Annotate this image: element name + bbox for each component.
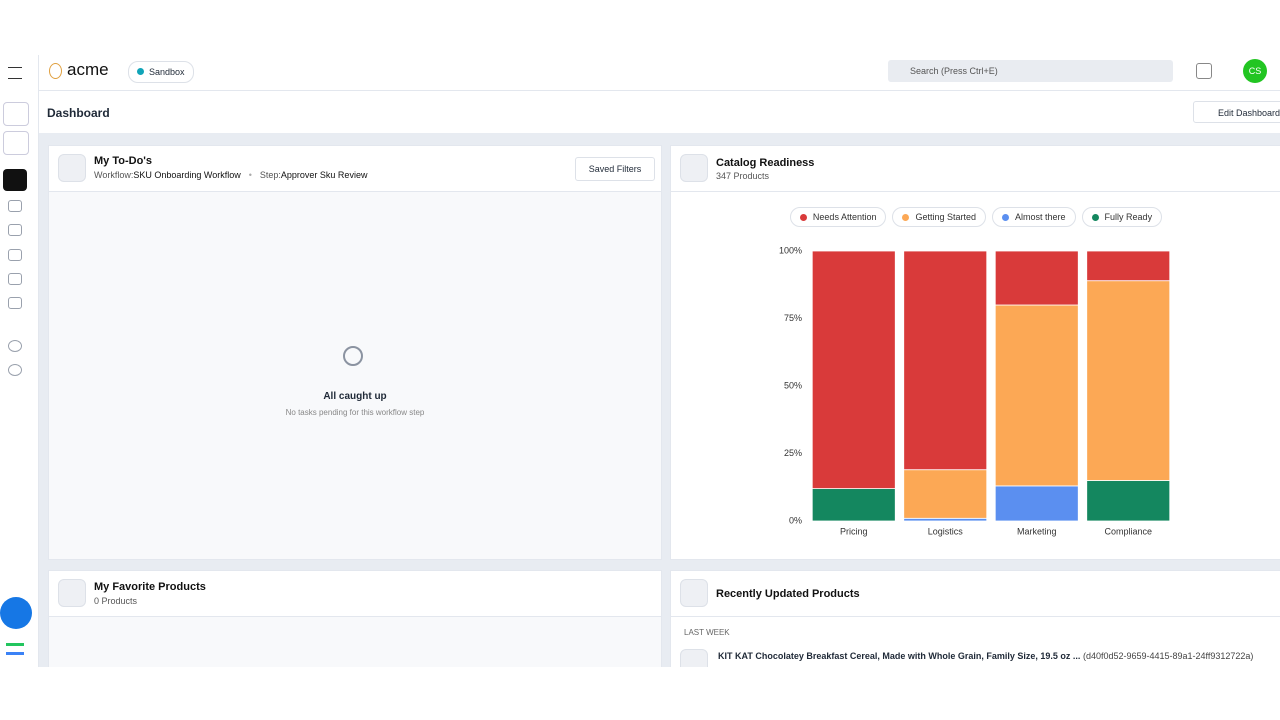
x-tick-label: Logistics <box>928 526 964 536</box>
recent-group: LAST WEEK <box>684 628 730 637</box>
todo-icon <box>58 154 86 182</box>
media-nav[interactable] <box>8 249 22 261</box>
y-tick-label: 50% <box>784 380 802 390</box>
bar-segment <box>903 250 988 471</box>
y-tick-label: 75% <box>784 313 802 323</box>
bar-segment <box>1086 280 1171 481</box>
notifications[interactable] <box>1196 63 1212 79</box>
todo-panel: My To-Do's Workflow:SKU Onboarding Workf… <box>48 145 662 560</box>
apps-button[interactable] <box>3 102 29 126</box>
catalog-subtitle: 347 Products <box>716 171 770 181</box>
bar-segment <box>811 488 896 522</box>
bar-segment <box>903 469 988 519</box>
legend-swatch <box>902 213 910 221</box>
sidebar <box>0 55 39 667</box>
docs-button[interactable] <box>0 597 32 629</box>
catalog-nav[interactable] <box>8 224 22 236</box>
products-nav[interactable] <box>8 200 22 212</box>
x-tick-label: Pricing <box>840 526 868 536</box>
bar-segment <box>994 485 1079 522</box>
help-nav[interactable] <box>8 340 22 352</box>
y-tick-label: 0% <box>789 515 802 525</box>
legend-item[interactable]: Getting Started <box>892 207 987 227</box>
legend-item[interactable]: Fully Ready <box>1081 207 1163 227</box>
legend-item[interactable]: Almost there <box>992 207 1076 227</box>
favorites-panel: My Favorite Products 0 Products <box>48 570 662 680</box>
legend-label: Needs Attention <box>812 212 877 222</box>
legend-swatch <box>799 213 807 221</box>
logo: acme <box>67 60 109 79</box>
recent-icon <box>680 579 708 607</box>
x-tick-label: Compliance <box>1104 526 1152 536</box>
todo-meta: Workflow:SKU Onboarding Workflow • Step:Ap… <box>94 170 368 180</box>
favorites-subtitle: 0 Products <box>94 596 138 606</box>
bar-segment <box>994 304 1079 487</box>
bar-segment <box>1086 480 1171 522</box>
bar-segment <box>903 517 988 522</box>
search-placeholder: Search (Press Ctrl+E) <box>910 66 998 76</box>
catalog-icon <box>680 154 708 182</box>
header: acme Sandbox Search (Press Ctrl+E) CS <box>39 55 1280 91</box>
saved-filters[interactable]: Saved Filters <box>575 157 655 181</box>
logo-icon <box>49 63 62 79</box>
product-name: KIT KAT Chocolatey Breakfast Cereal, Mad… <box>718 651 1081 661</box>
folder-button[interactable] <box>3 131 29 155</box>
step: Approver Sku Review <box>280 170 368 180</box>
favorites-title: My Favorite Products <box>94 581 206 593</box>
chart: 0% 25% 50% 75% 100% Pricing Logistics Marketing… <box>779 245 1171 536</box>
recent-item[interactable]: KIT KAT Chocolatey Breakfast Cereal, Mad… <box>718 651 1253 661</box>
bar-segment <box>1086 250 1171 282</box>
legend-label: Almost there <box>1015 212 1066 222</box>
step-label: Step: <box>259 170 281 180</box>
legend: Needs Attention Getting Started Almost the… <box>671 207 1280 227</box>
product-id: (d40f0d52-9659-4415-89a1-24ff9312722a) <box>1082 651 1254 661</box>
page-title: Dashboard <box>47 106 110 120</box>
legend-swatch <box>1002 213 1010 221</box>
brand-mark <box>6 643 24 655</box>
y-tick-label: 100% <box>779 245 802 255</box>
reports-nav[interactable] <box>8 273 22 285</box>
empty-title: All caught up <box>323 391 387 402</box>
recent-title: Recently Updated Products <box>716 588 860 600</box>
todo-title: My To-Do's <box>94 155 153 167</box>
legend-label: Fully Ready <box>1104 212 1153 222</box>
workflow-label: Workflow: <box>94 170 134 180</box>
workflow: SKU Onboarding Workflow <box>133 170 241 180</box>
edit-dashboard-label: Edit Dashboard <box>1218 108 1280 118</box>
y-tick-label: 25% <box>784 448 802 458</box>
settings-nav[interactable] <box>8 364 22 376</box>
edit-dashboard-button[interactable]: Edit Dashboard <box>1193 101 1280 123</box>
bottom-margin <box>0 667 1280 720</box>
dashboard-nav[interactable] <box>3 169 27 191</box>
workflow-nav[interactable] <box>8 297 22 309</box>
legend-item[interactable]: Needs Attention <box>789 207 887 227</box>
legend-label: Getting Started <box>915 212 977 222</box>
environment-badge[interactable]: Sandbox <box>128 61 194 83</box>
legend-swatch <box>1091 213 1099 221</box>
sun-icon <box>343 346 363 366</box>
recent-panel: Recently Updated Products LAST WEEK KIT … <box>670 570 1280 680</box>
environment: Sandbox <box>149 67 185 77</box>
title-bar: Dashboard Edit Dashboard <box>39 91 1280 133</box>
bar-segment <box>994 250 1079 306</box>
catalog-title: Catalog Readiness <box>716 157 815 169</box>
menu-button[interactable] <box>8 67 22 79</box>
empty-text: No tasks pending for this workflow step <box>285 408 425 417</box>
x-tick-label: Marketing <box>1017 526 1057 536</box>
bar-segment <box>811 250 896 490</box>
favorites-icon <box>58 579 86 607</box>
search-box[interactable]: Search (Press Ctrl+E) <box>888 60 1173 82</box>
avatar[interactable]: CS <box>1243 59 1267 83</box>
